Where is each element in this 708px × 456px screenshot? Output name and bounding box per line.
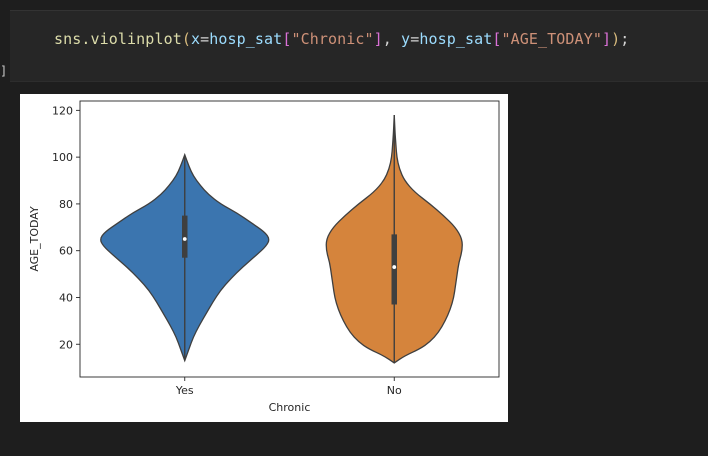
- code-var-x: hosp_sat: [209, 30, 283, 48]
- code-key-y: "AGE_TODAY": [501, 30, 602, 48]
- code-semicolon: ;: [620, 30, 630, 48]
- code-eq: =: [410, 30, 420, 48]
- x-tick-label-no: No: [387, 384, 402, 397]
- code-var-y: hosp_sat: [419, 30, 493, 48]
- code-bracket: ]: [373, 30, 383, 48]
- x-axis-label: Chronic: [269, 401, 311, 414]
- median-point-yes: [182, 237, 187, 241]
- x-tick-label-yes: Yes: [175, 384, 194, 397]
- y-tick-label: 80: [59, 198, 73, 211]
- code-function: sns.violinplot: [54, 30, 182, 48]
- code-bracket: [: [282, 30, 292, 48]
- code-eq: =: [200, 30, 210, 48]
- plot-area-border: [79, 100, 500, 378]
- code-paren-open: (: [181, 30, 191, 48]
- code-key-x: "Chronic": [291, 30, 374, 48]
- y-tick-label: 120: [52, 104, 73, 117]
- violin-chart: 20 40 60 80 100 120 Yes No Chronic AGE_TODAY: [28, 100, 500, 414]
- y-tick-label: 40: [59, 291, 73, 304]
- code-bracket: ]: [601, 30, 612, 48]
- code-kw-y: y: [401, 30, 411, 48]
- code-bracket: [: [492, 30, 502, 48]
- code-cell[interactable]: sns.violinplot(x=hosp_sat["Chronic"], y=…: [10, 10, 708, 82]
- code-line[interactable]: sns.violinplot(x=hosp_sat["Chronic"], y=…: [54, 30, 629, 48]
- x-axis-ticks: Yes No: [175, 377, 402, 397]
- median-point-no: [392, 265, 397, 269]
- violin-group: [100, 115, 463, 364]
- y-axis-ticks: 20 40 60 80 100 120: [52, 104, 80, 351]
- y-tick-label: 100: [52, 151, 73, 164]
- y-tick-label: 20: [59, 338, 73, 351]
- code-comma: ,: [382, 30, 402, 48]
- cell-bracket: ]: [0, 64, 8, 78]
- code-kw-x: x: [190, 30, 201, 48]
- y-axis-label: AGE_TODAY: [28, 206, 41, 272]
- code-paren-close: ): [611, 30, 621, 48]
- output-plot: 20 40 60 80 100 120 Yes No Chronic AGE_TODAY: [20, 94, 508, 422]
- y-tick-label: 60: [59, 245, 73, 258]
